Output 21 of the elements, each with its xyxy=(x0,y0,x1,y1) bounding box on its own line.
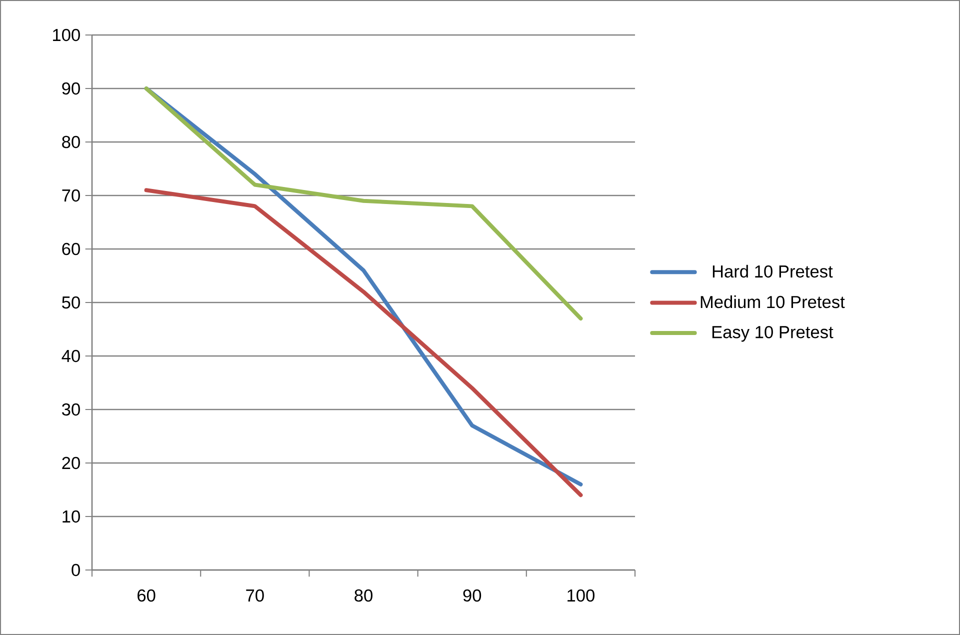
legend-label: Easy 10 Pretest xyxy=(712,326,834,342)
y-tick-label: 50 xyxy=(62,296,80,309)
x-tick-label: 60 xyxy=(138,589,156,602)
line-series xyxy=(144,188,583,498)
y-tick-label: 40 xyxy=(62,350,80,362)
x-tick-label: 80 xyxy=(354,589,372,602)
x-tick-label: 90 xyxy=(463,589,482,602)
legend-label: Hard 10 Pretest xyxy=(712,264,833,278)
x-tick-label: 70 xyxy=(246,589,264,602)
line-series xyxy=(144,86,583,321)
y-tick-label: 10 xyxy=(62,510,80,523)
y-tick-label: 60 xyxy=(62,242,80,256)
y-tick-label: 90 xyxy=(62,82,80,95)
y-tick-label: 80 xyxy=(62,136,80,148)
y-tick-label: 70 xyxy=(62,189,80,202)
y-tick-label: 0 xyxy=(72,564,80,576)
x-tick-label: 100 xyxy=(568,589,594,602)
legend-label: Medium 10 Pretest xyxy=(700,295,845,308)
y-tick-label: 30 xyxy=(62,403,80,416)
y-tick-label: 100 xyxy=(53,28,80,42)
y-tick-label: 20 xyxy=(62,456,80,470)
